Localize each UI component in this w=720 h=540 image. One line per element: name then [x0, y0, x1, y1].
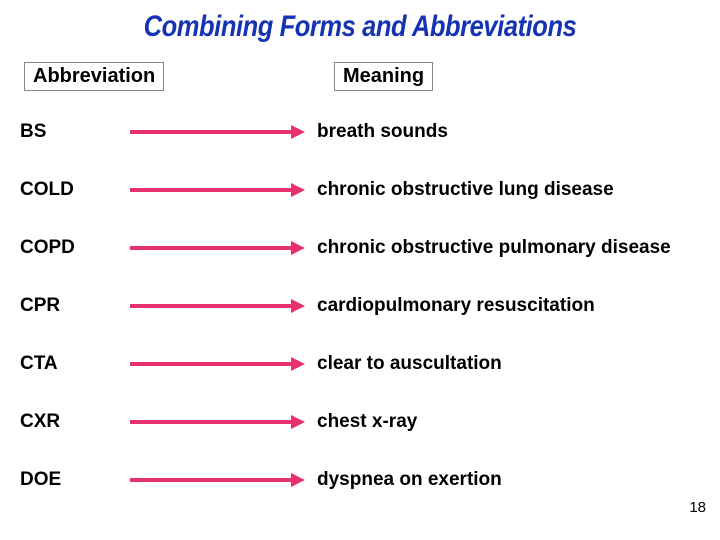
abbrev-cell: BS	[20, 121, 130, 143]
arrow-icon	[130, 357, 305, 371]
meaning-cell: dyspnea on exertion	[305, 468, 700, 492]
meaning-cell: chronic obstructive pulmonary disease	[305, 236, 700, 260]
table-row: DOE dyspnea on exertion	[20, 451, 700, 509]
meaning-cell: clear to auscultation	[305, 352, 700, 376]
meaning-cell: chronic obstructive lung disease	[305, 178, 700, 202]
table-row: CPR cardiopulmonary resuscitation	[20, 277, 700, 335]
meaning-cell: cardiopulmonary resuscitation	[305, 294, 700, 318]
abbrev-cell: CXR	[20, 411, 130, 433]
arrow-icon	[130, 415, 305, 429]
abbrev-cell: COLD	[20, 179, 130, 201]
table-row: CXR chest x-ray	[20, 393, 700, 451]
abbrev-cell: CTA	[20, 353, 130, 375]
abbreviation-list: BS breath sounds COLD chronic obstructive l…	[0, 103, 720, 509]
table-row: BS breath sounds	[20, 103, 700, 161]
table-row: COPD chronic obstructive pulmonary diseas…	[20, 219, 700, 277]
page-number: 18	[689, 499, 706, 516]
table-row: CTA clear to auscultation	[20, 335, 700, 393]
arrow-icon	[130, 183, 305, 197]
table-row: COLD chronic obstructive lung disease	[20, 161, 700, 219]
abbrev-cell: COPD	[20, 237, 130, 259]
header-meaning: Meaning	[334, 62, 433, 91]
arrow-icon	[130, 299, 305, 313]
meaning-cell: breath sounds	[305, 120, 700, 144]
arrow-icon	[130, 473, 305, 487]
abbrev-cell: CPR	[20, 295, 130, 317]
arrow-icon	[130, 241, 305, 255]
arrow-icon	[130, 125, 305, 139]
abbrev-cell: DOE	[20, 469, 130, 491]
column-headers: Abbreviation Meaning	[0, 62, 720, 103]
header-abbreviation: Abbreviation	[24, 62, 164, 91]
meaning-cell: chest x-ray	[305, 410, 700, 434]
slide-title: Combining Forms and Abbreviations	[54, 0, 666, 62]
